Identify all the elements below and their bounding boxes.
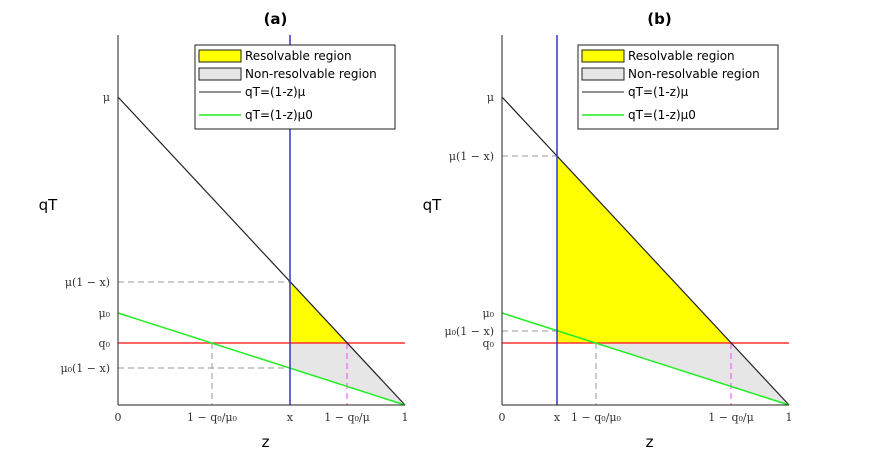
mu-line <box>117 96 406 406</box>
x-tick-label: 0 <box>115 411 122 424</box>
y-axis-label: qT <box>39 196 59 214</box>
y-tick-label: μ <box>487 91 494 104</box>
x-tick-label: 1 − q₀/μ₀ <box>187 411 238 424</box>
y-tick-label: q₀ <box>483 337 495 350</box>
legend-label: Non-resolvable region <box>245 67 377 81</box>
legend-swatch <box>581 67 625 81</box>
legend-label: qT=(1-z)μ0 <box>245 108 313 122</box>
legend-label: Non-resolvable region <box>628 67 760 81</box>
x-tick-label: 1 <box>786 411 793 424</box>
y-tick-label: μ₀ <box>98 307 110 320</box>
panel-title: (b) <box>647 10 671 28</box>
mu-line <box>501 96 790 406</box>
x-tick-label: x <box>554 411 561 424</box>
y-axis-label: qT <box>423 196 443 214</box>
legend-label: qT=(1-z)μ0 <box>628 108 696 122</box>
y-tick-label: q₀ <box>99 337 111 350</box>
legend-label: qT=(1-z)μ <box>628 85 689 99</box>
x-axis-label: z <box>262 433 270 451</box>
mu0-line <box>117 312 406 406</box>
legend-label: Resolvable region <box>628 49 735 63</box>
legend-label: qT=(1-z)μ <box>245 85 306 99</box>
legend-label: Resolvable region <box>245 49 352 63</box>
panel-title: (a) <box>264 10 288 28</box>
y-tick-label: μ₀(1 − x) <box>444 325 494 338</box>
y-tick-label: μ(1 − x) <box>449 150 494 163</box>
x-tick-label: 0 <box>499 411 506 424</box>
legend-swatch <box>198 67 242 81</box>
x-tick-label: 1 − q₀/μ <box>708 411 754 424</box>
y-tick-label: μ₀(1 − x) <box>60 362 110 375</box>
y-tick-label: μ₀ <box>482 307 494 320</box>
x-axis-label: z <box>646 433 654 451</box>
legend-swatch <box>581 49 625 63</box>
legend-swatch <box>198 49 242 63</box>
x-tick-label: 1 − q₀/μ <box>324 411 370 424</box>
x-tick-label: x <box>287 411 294 424</box>
y-tick-label: μ <box>103 91 110 104</box>
x-tick-label: 1 − q₀/μ₀ <box>571 411 622 424</box>
mu0-line <box>501 312 790 406</box>
x-tick-label: 1 <box>402 411 409 424</box>
y-tick-label: μ(1 − x) <box>65 276 110 289</box>
